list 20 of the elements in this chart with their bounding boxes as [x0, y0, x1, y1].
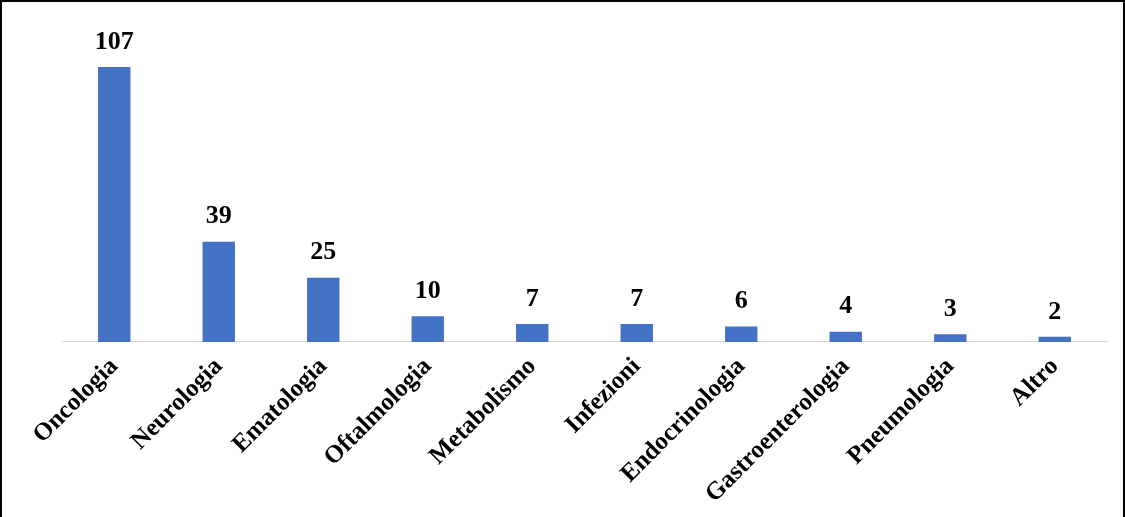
bar	[725, 326, 758, 342]
bar	[411, 316, 444, 342]
data-label: 3	[943, 292, 957, 322]
bar	[98, 67, 131, 342]
bar	[516, 323, 549, 342]
data-label: 25	[310, 236, 337, 266]
bar	[934, 334, 967, 342]
data-label: 10	[414, 274, 441, 304]
data-label: 7	[630, 282, 644, 312]
data-label: 107	[94, 25, 134, 55]
data-label: 2	[1048, 295, 1062, 325]
data-label: 6	[734, 285, 748, 315]
data-label: 7	[525, 282, 539, 312]
data-label: 39	[205, 200, 232, 230]
bar	[307, 277, 340, 342]
bar	[202, 241, 235, 342]
bar	[620, 323, 653, 342]
bar	[1038, 336, 1071, 342]
bar	[829, 331, 862, 342]
data-label: 4	[839, 290, 853, 320]
